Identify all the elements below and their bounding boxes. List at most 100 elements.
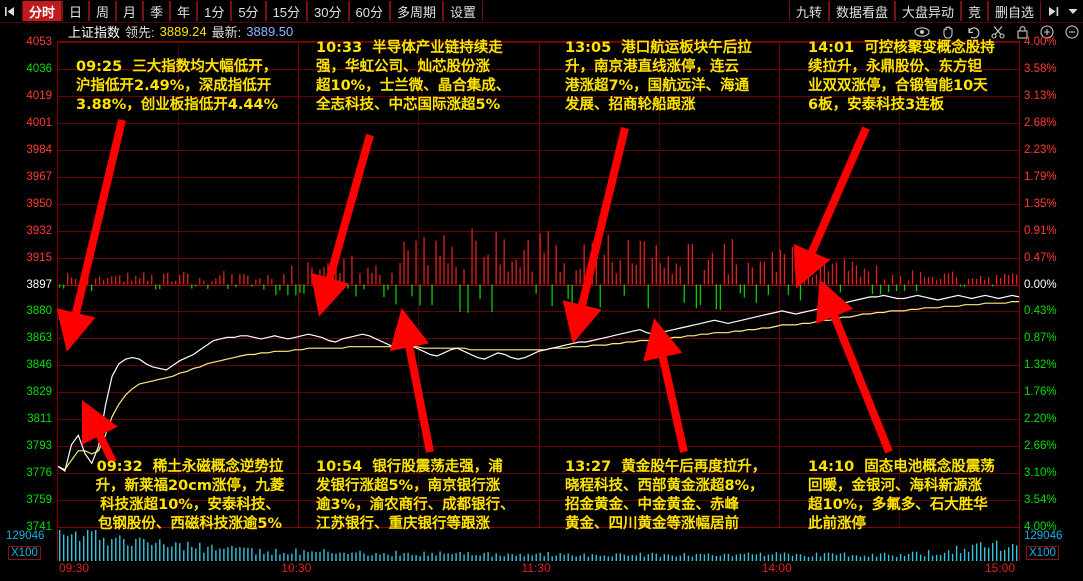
annotation-0932: 09:32 稀土永磁概念逆势拉 升，新莱福20cm涨停，九菱 科技涨超10%，安…	[95, 459, 285, 532]
period-button-6[interactable]: 1分	[197, 1, 232, 21]
annotation-1410: 14:10 固态电池概念股震荡 回暖，金银河、海科新源涨 超10%，多氟多、石大…	[808, 459, 995, 532]
gridline-11	[58, 338, 1019, 339]
period-button-9[interactable]: 30分	[307, 1, 349, 21]
period-button-4[interactable]: 季	[143, 1, 171, 21]
price-tick-10: 3880	[26, 305, 52, 317]
volume-max-label-right: 129046	[1024, 530, 1063, 542]
time-tick-0: 09:30	[59, 561, 90, 575]
vline-dotted-3	[899, 42, 900, 527]
percent-tick-16: 3.10%	[1024, 467, 1057, 479]
period-button-5[interactable]: 年	[170, 1, 198, 21]
percent-tick-9: 0.00%	[1024, 279, 1057, 291]
vline-dotted-0	[178, 42, 179, 527]
scissors-icon[interactable]	[991, 25, 1005, 39]
lead-label: 领先:	[125, 24, 155, 40]
gridline-6	[58, 204, 1019, 205]
volume-unit-right: X100	[1026, 546, 1059, 560]
price-tick-3: 4001	[26, 117, 52, 129]
percent-tick-10: 0.43%	[1024, 305, 1057, 317]
gridline-9	[58, 285, 1019, 286]
gridline-3	[58, 123, 1019, 124]
price-tick-7: 3932	[26, 225, 52, 237]
chevron-down-icon[interactable]	[1063, 0, 1083, 22]
price-tick-4: 3984	[26, 144, 52, 156]
annotation-1327: 13:27 黄金股午后再度拉升， 晓程科技、西部黄金涨超8%， 招金黄金、中金黄…	[565, 459, 767, 532]
period-button-0[interactable]: 分时	[22, 1, 63, 21]
price-tick-8: 3915	[26, 252, 52, 264]
gridline-1	[58, 69, 1019, 70]
period-button-10[interactable]: 60分	[348, 1, 390, 21]
gridline-13	[58, 392, 1019, 393]
vline-solid-0	[298, 42, 299, 527]
toolbar-action-3[interactable]: 竞	[960, 1, 988, 21]
percent-tick-11: 0.87%	[1024, 332, 1057, 344]
lead-value: 3889.24	[159, 23, 207, 39]
index-price-line	[58, 294, 1019, 472]
price-tick-0: 4053	[26, 36, 52, 48]
toolbar-action-4[interactable]: 删自选	[987, 1, 1041, 21]
lock-icon[interactable]	[1016, 25, 1029, 39]
price-tick-12: 3846	[26, 359, 52, 371]
chart-tool-icons	[914, 23, 1079, 41]
period-button-8[interactable]: 15分	[265, 1, 308, 21]
percent-tick-14: 2.20%	[1024, 413, 1057, 425]
percent-tick-18: 4.00%	[1024, 521, 1057, 533]
price-tick-14: 3811	[27, 413, 52, 425]
percent-tick-7: 0.91%	[1024, 225, 1057, 237]
period-button-12[interactable]: 设置	[442, 1, 483, 21]
annotation-1033: 10:33 半导体产业链持续走 强，华虹公司、灿芯股份涨 超10%，士兰微、晶合…	[316, 40, 511, 113]
gridline-15	[58, 446, 1019, 447]
zoom-out-icon[interactable]	[1065, 25, 1079, 39]
annotation-1054: 10:54 银行股震荡走强，浦 发银行涨超5%，南京银行涨 逾3%，渝农商行、成…	[316, 459, 515, 532]
time-tick-4: 15:00	[985, 561, 1016, 575]
percent-tick-8: 0.47%	[1024, 252, 1057, 264]
annotation-1305: 13:05 港口航运板块午后拉 升，南京港直线涨停，连云 港涨超7%，国航远洋、…	[565, 40, 752, 113]
period-button-7[interactable]: 5分	[231, 1, 266, 21]
undo-icon[interactable]	[966, 26, 980, 39]
period-button-3[interactable]: 月	[116, 1, 144, 21]
period-button-11[interactable]: 多周期	[389, 1, 443, 21]
percent-tick-4: 2.23%	[1024, 144, 1057, 156]
price-tick-11: 3863	[26, 332, 52, 344]
vline-dotted-2	[659, 42, 660, 527]
zoom-in-icon[interactable]	[1040, 25, 1054, 39]
price-tick-16: 3776	[26, 467, 52, 479]
toolbar-action-0[interactable]: 九转	[788, 1, 829, 21]
vline-dotted-1	[418, 42, 419, 527]
average-price-line	[58, 301, 1019, 471]
percent-tick-0: 4.00%	[1024, 36, 1057, 48]
last-value: 3889.50	[246, 23, 294, 39]
time-tick-2: 11:30	[521, 561, 551, 575]
gridline-12	[58, 365, 1019, 366]
toolbar-right-group: 九转 数据看盘 大盘异动竞删自选	[788, 0, 1083, 22]
price-tick-15: 3793	[26, 440, 52, 452]
volume-bars	[59, 530, 1018, 561]
step-forward-icon[interactable]	[1041, 0, 1063, 22]
percent-tick-6: 1.35%	[1024, 198, 1057, 210]
price-tick-18: 3741	[26, 521, 52, 533]
step-back-icon[interactable]	[0, 0, 22, 22]
price-tick-6: 3950	[26, 198, 52, 210]
period-toolbar: 分时日周月季年 1分 5分 15分 30分 60分 多周期 设置 九转 数据看盘 大盘异动竞删自选	[0, 0, 1083, 23]
gridline-7	[58, 231, 1019, 232]
volume-max-label-left: 129046	[6, 530, 45, 542]
time-tick-3: 14:00	[761, 561, 792, 575]
hand-icon[interactable]	[941, 25, 955, 39]
toolbar-action-2[interactable]: 大盘异动	[894, 1, 961, 21]
time-tick-1: 10:30	[281, 561, 312, 575]
gridline-5	[58, 177, 1019, 178]
volume-panel	[57, 529, 1020, 561]
period-button-2[interactable]: 周	[89, 1, 117, 21]
toolbar-action-1[interactable]: 数据看盘	[828, 1, 895, 21]
eye-icon[interactable]	[914, 26, 930, 38]
percent-tick-12: 1.32%	[1024, 359, 1057, 371]
price-tick-1: 4036	[26, 63, 52, 75]
price-tick-2: 4019	[26, 90, 52, 102]
annotation-0925: 09:25 三大指数均大幅低开， 沪指低开2.49%，深成指低开 3.88%，创…	[76, 59, 279, 113]
last-label: 最新:	[211, 24, 242, 40]
gridline-10	[58, 311, 1019, 312]
gridline-4	[58, 150, 1019, 151]
quote-header: 上证指数 领先: 3889.24 最新: 3889.50	[68, 22, 293, 40]
price-tick-17: 3759	[26, 494, 52, 506]
period-button-1[interactable]: 日	[62, 1, 90, 21]
